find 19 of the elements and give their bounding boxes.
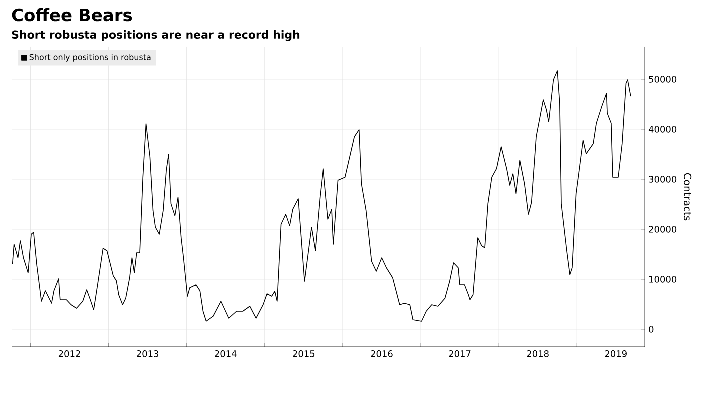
y-tick-label: 50000 [649, 76, 677, 83]
y-tick-label: 0 [649, 326, 654, 333]
y-tick-label: 10000 [650, 276, 677, 283]
y-tick-label: 40000 [648, 126, 677, 133]
x-tick-label: 2014 [215, 350, 237, 358]
x-tick-label: 2018 [527, 350, 549, 358]
x-tick-label: 2019 [605, 350, 627, 358]
line-series [12, 70, 632, 322]
chart-subtitle: Short robusta positions are near a record high [12, 30, 300, 42]
y-tick-label: 30000 [649, 176, 677, 183]
x-tick-label: 2012 [58, 350, 80, 358]
x-tick-label: 2013 [137, 350, 159, 358]
y-tick-label: 20000 [649, 226, 677, 233]
x-tick-label: 2016 [371, 350, 393, 358]
y-axis-title: Contracts [684, 173, 692, 221]
x-tick-label: 2015 [293, 350, 315, 358]
chart-title: Coffee Bears [12, 8, 132, 22]
legend-label: Short only positions in robusta [30, 54, 151, 62]
x-tick-label: 2017 [449, 350, 471, 358]
